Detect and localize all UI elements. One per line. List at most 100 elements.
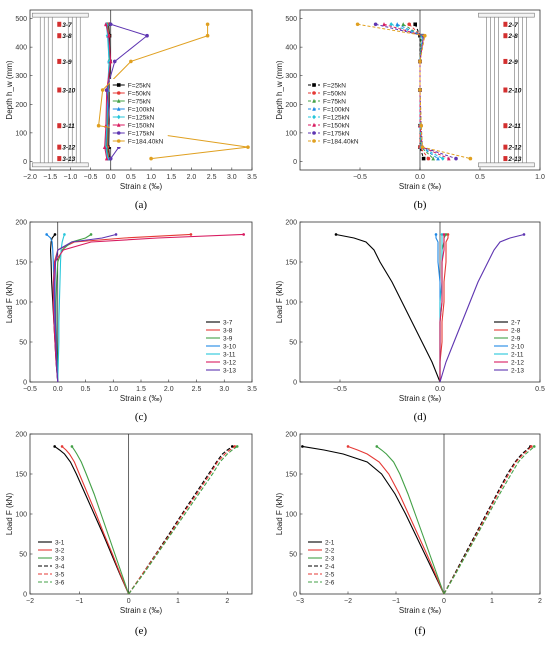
- legend-label: 3-8: [223, 327, 233, 334]
- gauge-label: 3-7: [62, 22, 72, 29]
- panel-caption: (d): [414, 411, 427, 423]
- data-point: [442, 233, 446, 236]
- gauge-label: 3-11: [62, 123, 75, 130]
- series-line: [347, 445, 445, 595]
- gauge-label: 2-7: [507, 22, 518, 29]
- y-tick-label: 0: [23, 380, 27, 387]
- legend-label: 2-9: [511, 335, 521, 342]
- data-point: [108, 59, 113, 64]
- legend-label: 3-1: [55, 539, 65, 546]
- y-tick-label: 150: [15, 472, 27, 479]
- chart-panel-a: −2.0 −1.5 −1.0 −0.5 0.0 0.5 1.0 1.5 2.0 2.5 3.0 3.5…: [5, 9, 257, 211]
- data-point: [454, 156, 458, 161]
- data-point: [434, 233, 438, 236]
- y-tick-label: 0: [293, 159, 297, 166]
- plot-frame: [29, 433, 253, 595]
- x-tick-label: −1.0: [63, 174, 77, 181]
- chart-panel-e: −2 −1 0 1 2 0 50 100 150 200 Strain ε (‰) Load F (k…: [5, 432, 253, 637]
- gauge-label: 2-8: [507, 33, 518, 40]
- strain-gauge-mark: [57, 58, 62, 64]
- strain-gauge-mark: [503, 87, 508, 93]
- data-point: [468, 156, 473, 161]
- data-point: [522, 233, 526, 236]
- y-tick-label: 200: [285, 102, 297, 109]
- y-tick-label: 50: [289, 552, 297, 559]
- data-point: [107, 59, 111, 64]
- legend-marker: [116, 139, 121, 143]
- data-point: [444, 233, 448, 236]
- x-tick-label: 1.5: [166, 174, 176, 181]
- x-tick-label: 0: [442, 598, 446, 605]
- x-axis-label: Strain ε (‰): [120, 182, 163, 191]
- legend-label: F=50kN: [323, 90, 346, 97]
- data-point: [418, 88, 422, 92]
- legend-label: F=184.40kN: [128, 138, 164, 145]
- legend-label: 3-7: [223, 319, 233, 326]
- plot-frame: [299, 433, 541, 595]
- x-tick-label: 1.0: [535, 174, 545, 181]
- data-point: [447, 156, 451, 161]
- legend-label: 2-3: [325, 555, 335, 562]
- y-tick-label: 100: [15, 300, 27, 307]
- chart-panel-c: −0.5 0.0 0.5 1.0 1.5 2.0 2.5 3.0 3.5 0 50 100 150 200…: [5, 220, 257, 424]
- y-tick-label: 100: [285, 300, 297, 307]
- x-tick-label: 3.5: [247, 174, 257, 181]
- data-point: [145, 33, 149, 38]
- x-tick-label: 0.0: [53, 386, 63, 393]
- series-line: [443, 446, 531, 595]
- panel-caption: (e): [135, 625, 148, 637]
- x-axis-label: Strain ε (‰): [399, 182, 442, 191]
- legend-box: [305, 79, 363, 147]
- data-point: [373, 22, 378, 27]
- series-line: [57, 234, 65, 383]
- x-tick-label: 2.5: [207, 174, 217, 181]
- gauge-label: 3-13: [62, 156, 75, 163]
- series-line: [128, 446, 233, 595]
- y-axis-label: Load F (kN): [275, 281, 284, 324]
- series-line: [54, 233, 117, 383]
- data-point: [149, 156, 153, 161]
- data-point: [423, 33, 427, 38]
- data-point: [96, 123, 101, 128]
- data-point: [106, 33, 111, 38]
- gauge-label: 2-10: [507, 88, 521, 95]
- legend-label: F=125kN: [128, 114, 155, 121]
- legend-marker: [312, 106, 316, 111]
- strain-gauge-mark: [57, 156, 62, 162]
- series-line: [55, 234, 92, 383]
- legend-label: F=150kN: [128, 122, 155, 129]
- strain-gauge-mark: [503, 156, 508, 162]
- legend-label: 2-6: [325, 579, 335, 586]
- data-point: [530, 445, 533, 448]
- legend-label: F=75kN: [128, 98, 151, 105]
- x-tick-label: 0.5: [81, 386, 91, 393]
- y-tick-label: 100: [285, 512, 297, 519]
- y-axis-label: Depth h_w (mm): [275, 60, 284, 119]
- data-point: [53, 233, 57, 236]
- x-axis-label: Strain ε (‰): [399, 394, 442, 403]
- y-tick-label: 200: [15, 220, 27, 227]
- data-point: [355, 22, 360, 27]
- data-point: [375, 445, 379, 448]
- data-point: [389, 22, 393, 27]
- legend-label: 2-5: [325, 571, 335, 578]
- data-point: [532, 445, 536, 448]
- chart-panel-d: −0.5 0.0 0.5 0 50 100 150 200 Strain ε (‰) Load F…: [275, 220, 545, 424]
- data-point: [431, 156, 435, 161]
- y-tick-label: 0: [293, 380, 297, 387]
- legend-label: 3-12: [223, 359, 236, 366]
- legend-marker: [116, 83, 121, 87]
- panel-caption: (c): [135, 411, 148, 423]
- legend-label: 2-8: [511, 327, 521, 334]
- y-tick-label: 300: [285, 73, 297, 80]
- data-point: [205, 22, 210, 27]
- data-point: [114, 233, 118, 236]
- y-tick-label: 200: [15, 432, 27, 439]
- y-axis-label: Depth h_w (mm): [5, 60, 14, 119]
- strain-gauge-mark: [503, 144, 508, 150]
- legend-marker: [312, 114, 316, 120]
- x-tick-label: −0.5: [23, 386, 37, 393]
- y-tick-label: 100: [15, 130, 27, 137]
- x-tick-label: 0.0: [435, 386, 445, 393]
- x-tick-label: 0.5: [126, 174, 136, 181]
